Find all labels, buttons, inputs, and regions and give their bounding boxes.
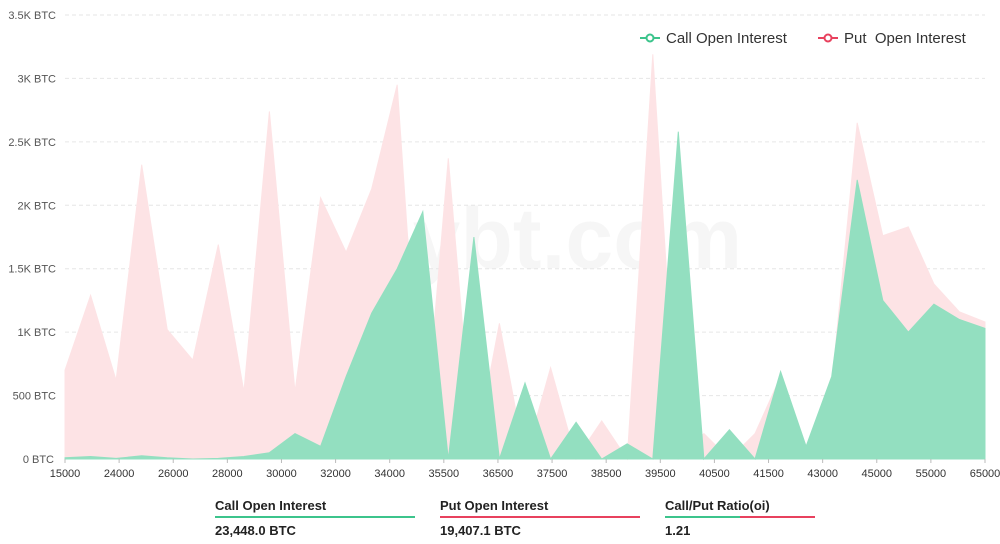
stat-ratio-underline	[665, 516, 815, 518]
y-tick-label: 0 BTC	[23, 454, 54, 466]
x-axis: 15000 24000 26000 28000 30000 32000 34000 35500…	[50, 459, 1000, 480]
x-tick-label: 38500	[591, 468, 622, 480]
x-tick-label: 34000	[374, 468, 405, 480]
y-tick-label: 1.5K BTC	[8, 264, 56, 276]
x-tick-label: 43000	[807, 468, 838, 480]
x-tick-label: 24000	[104, 468, 135, 480]
stat-ratio-label: Call/Put Ratio(oi)	[665, 498, 770, 513]
x-tick-label: 55000	[916, 468, 947, 480]
legend-put-label: Put Open Interest	[844, 30, 967, 47]
stat-call-label: Call Open Interest	[215, 498, 327, 513]
x-tick-label: 15000	[50, 468, 81, 480]
stat-call-value: 23,448.0 BTC	[215, 523, 296, 538]
stat-put-value: 19,407.1 BTC	[440, 523, 521, 538]
x-tick-label: 32000	[320, 468, 351, 480]
x-tick-label: 37500	[537, 468, 568, 480]
legend-put-marker-icon	[823, 33, 833, 43]
x-tick-label: 45000	[861, 468, 892, 480]
legend-call-label: Call Open Interest	[666, 30, 788, 47]
x-tick-label: 30000	[266, 468, 297, 480]
x-tick-label: 28000	[212, 468, 243, 480]
y-tick-label: 2K BTC	[17, 200, 56, 212]
x-tick-label: 39500	[645, 468, 676, 480]
y-tick-label: 3K BTC	[17, 73, 56, 85]
plot-area	[64, 54, 986, 461]
stat-ratio-value: 1.21	[665, 523, 691, 538]
stat-call-put-ratio: Call/Put Ratio(oi) 1.21	[665, 497, 890, 540]
legend-item-put[interactable]: Put Open Interest	[818, 30, 967, 47]
stat-put-label: Put Open Interest	[440, 498, 549, 513]
y-tick-label: 500 BTC	[13, 391, 56, 403]
legend: Call Open Interest Put Open Interest	[640, 30, 967, 47]
x-tick-label: 36500	[483, 468, 514, 480]
x-tick-label: 26000	[158, 468, 189, 480]
stat-put-underline	[440, 516, 640, 518]
legend-item-call[interactable]: Call Open Interest	[640, 30, 788, 47]
summary-stats: Call Open Interest 23,448.0 BTC Put Open…	[215, 497, 890, 540]
x-tick-label: 41500	[753, 468, 784, 480]
y-axis: 0 BTC 500 BTC 1K BTC 1.5K BTC 2K BTC 2.5K BTC…	[8, 10, 56, 466]
stat-put-open-interest: Put Open Interest 19,407.1 BTC	[440, 497, 665, 540]
legend-call-marker-icon	[645, 33, 655, 43]
x-tick-label: 40500	[699, 468, 730, 480]
x-tick-label: 35500	[429, 468, 460, 480]
x-tick-label: 65000	[970, 468, 1000, 480]
y-tick-label: 3.5K BTC	[8, 10, 56, 22]
y-tick-label: 2.5K BTC	[8, 137, 56, 149]
stat-call-open-interest: Call Open Interest 23,448.0 BTC	[215, 497, 440, 540]
y-tick-label: 1K BTC	[17, 327, 56, 339]
call-area-series	[64, 131, 986, 461]
stat-call-underline	[215, 516, 415, 518]
